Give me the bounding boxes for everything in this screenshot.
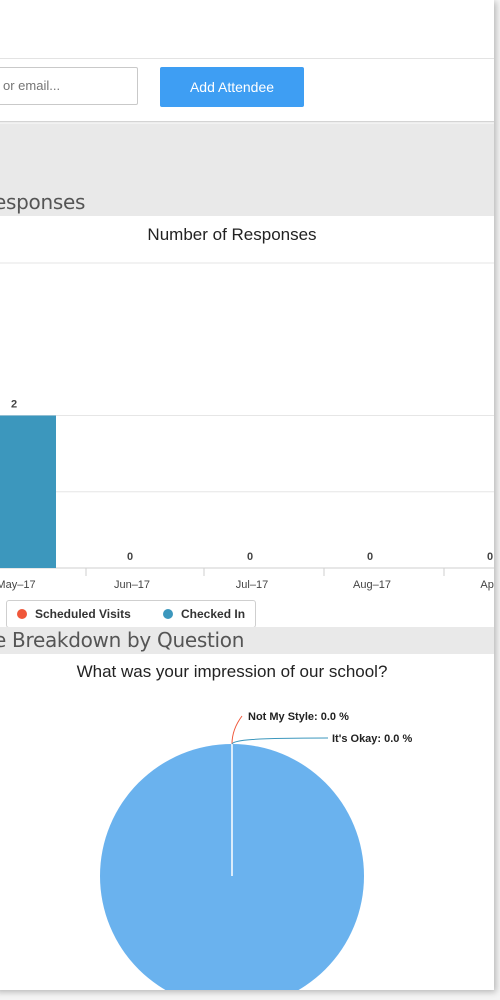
x-tick-label: Jul–17 [236, 579, 268, 591]
x-tick-label: Aug–17 [353, 579, 391, 591]
section-band [0, 124, 494, 216]
x-tick-label: May–17 [0, 579, 36, 591]
header-bar [0, 0, 494, 59]
responses-chart-area [0, 216, 494, 626]
bar-data-label: 0 [367, 551, 373, 563]
legend-label-scheduled: Scheduled Visits [35, 607, 131, 621]
report-page: Add Attendee esponses Number of Response… [0, 0, 494, 990]
pie-label-not-my-style: Not My Style: 0.0 % [248, 711, 349, 723]
legend-dot-scheduled-icon [17, 609, 27, 619]
bar-data-label: 0 [487, 551, 493, 563]
pie-label-connector [231, 737, 329, 745]
attendee-toolbar: Add Attendee [0, 59, 494, 122]
responses-heading: esponses [0, 190, 86, 214]
pie-chart-title: What was your impression of our school? [76, 662, 388, 681]
responses-bar-chart: 2 May–17 0 Jun–17 0 Jul–17 0 Aug–17 0 Apr– [0, 262, 494, 591]
pie-label-connector [231, 715, 243, 745]
bar-data-label: 0 [247, 551, 253, 563]
legend-item-scheduled[interactable]: Scheduled Visits [17, 601, 131, 627]
pie-label-its-okay: It's Okay: 0.0 % [332, 733, 412, 745]
bar-data-label: 2 [11, 399, 17, 411]
x-tick-label: Apr– [480, 579, 494, 591]
bar-data-label: 0 [127, 551, 133, 563]
responses-chart-title: Number of Responses [147, 225, 317, 244]
legend-label-checked-in: Checked In [181, 607, 246, 621]
impression-pie-chart: Not My Style: 0.0 % It's Okay: 0.0 % [100, 711, 412, 990]
legend-dot-checked-in-icon [163, 609, 173, 619]
add-attendee-button[interactable]: Add Attendee [160, 67, 304, 107]
legend-item-checked-in[interactable]: Checked In [163, 601, 245, 627]
breakdown-heading: e Breakdown by Question [0, 628, 245, 652]
bar-checked-in [0, 415, 56, 568]
chart-legend: Scheduled Visits Checked In [6, 600, 256, 628]
attendee-search-input[interactable] [0, 67, 138, 105]
x-tick-label: Jun–17 [114, 579, 150, 591]
breakdown-band [0, 627, 494, 654]
